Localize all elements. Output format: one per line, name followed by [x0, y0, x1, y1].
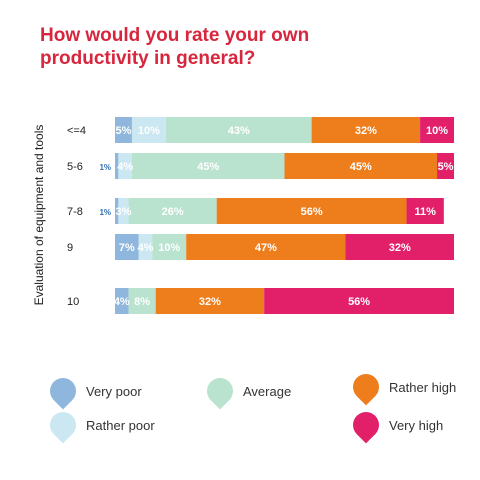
category-label: 5-6 [67, 161, 83, 173]
bar-segment-very-high [420, 117, 454, 143]
data-label: 7% [119, 242, 135, 254]
bar-segment-average [165, 117, 312, 143]
bar-segment-very-high [437, 153, 454, 179]
bar-segment-very-high [264, 288, 454, 314]
bar-segment-very-poor [115, 288, 129, 314]
bar-segment-rather-poor [118, 198, 129, 224]
category-label: <=4 [67, 125, 86, 137]
legend-swatch [201, 372, 239, 410]
legend-item: Very high [347, 406, 444, 444]
data-label: 11% [414, 206, 436, 218]
data-label: 3% [116, 206, 132, 218]
bar-segment-rather-poor [118, 153, 132, 179]
legend-item: Rather high [347, 368, 457, 406]
legend-swatch [347, 368, 385, 406]
y-axis-label: Evaluation of equipment and tools [32, 125, 46, 306]
data-label: 4% [117, 161, 133, 173]
data-label: 1% [99, 208, 111, 217]
legend: Very poor Rather poor Average Rather high Ve… [0, 368, 480, 444]
bar-segment-very-poor [115, 234, 139, 260]
data-label: 10% [426, 125, 448, 137]
bar-segment-average [131, 153, 285, 179]
legend-label: Very poor [86, 383, 142, 399]
data-label: 1% [99, 163, 111, 172]
data-label: 4% [138, 242, 154, 254]
stacked-bar-chart: Evaluation of equipment and tools <=4 5% 10… [32, 117, 454, 314]
data-label: 43% [228, 125, 250, 137]
legend-swatch [44, 406, 82, 444]
legend-label: Rather high [389, 379, 457, 395]
legend-item: Average [201, 372, 292, 410]
legend-label: Rather poor [86, 417, 155, 433]
bar-segment-average [128, 288, 156, 314]
bar-segment-very-high [345, 234, 454, 260]
data-label: 8% [134, 296, 150, 308]
data-label: 56% [348, 296, 370, 308]
data-label: 32% [199, 296, 221, 308]
data-label: 10% [158, 242, 180, 254]
legend-label: Very high [389, 417, 444, 433]
data-label: 32% [355, 125, 377, 137]
data-label: 5% [438, 161, 454, 173]
bar-segment-rather-poor [131, 117, 166, 143]
data-label: 5% [116, 125, 132, 137]
data-label: 4% [114, 296, 130, 308]
data-label: 56% [301, 206, 323, 218]
bar-segment-rather-high [216, 198, 407, 224]
category-label: 7-8 [67, 206, 83, 218]
data-label: 10% [138, 125, 160, 137]
bar-segment-average [128, 198, 217, 224]
bar-segment-very-high [406, 198, 444, 224]
bar-segment-very-poor [115, 198, 119, 224]
legend-item: Rather poor [44, 406, 155, 444]
legend-label: Average [243, 383, 292, 399]
bar-segment-rather-high [155, 288, 265, 314]
category-label: 10 [67, 296, 79, 308]
data-label: 47% [255, 242, 277, 254]
bar-segment-rather-poor [138, 234, 153, 260]
data-label: 32% [389, 242, 411, 254]
bar-segment-very-poor [115, 153, 119, 179]
legend-swatch [347, 406, 385, 444]
data-label: 26% [162, 206, 184, 218]
legend-swatch [44, 372, 82, 410]
bar-segment-rather-high [284, 153, 438, 179]
bar-segment-very-poor [115, 117, 132, 143]
data-label: 45% [350, 161, 372, 173]
legend-item: Very poor [44, 372, 142, 410]
chart-title: How would you rate your own productivity… [40, 25, 310, 69]
bar-segment-average [152, 234, 187, 260]
category-label: 9 [67, 242, 73, 254]
data-label: 45% [197, 161, 219, 173]
bar-segment-rather-high [186, 234, 346, 260]
bar-segment-rather-high [311, 117, 421, 143]
